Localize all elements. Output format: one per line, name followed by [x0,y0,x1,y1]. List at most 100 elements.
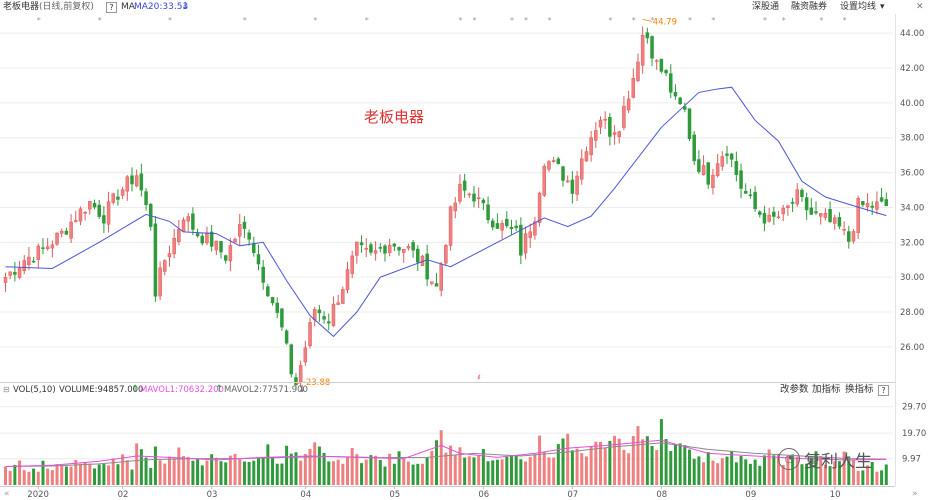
volume-bar[interactable] [205,460,209,485]
volume-bar[interactable] [200,465,204,485]
volume-bar[interactable] [608,440,612,485]
candle[interactable] [472,193,476,202]
candle[interactable] [167,253,172,258]
candle[interactable] [565,180,570,183]
volume-bar[interactable] [327,461,331,485]
volume-bar[interactable] [561,438,565,485]
volume-bar[interactable] [46,468,50,485]
volume-bar[interactable] [317,446,321,485]
candle[interactable] [462,180,467,191]
candle[interactable] [720,156,725,167]
candle[interactable] [294,377,298,386]
candle[interactable] [256,254,261,265]
volume-bars[interactable] [4,419,888,485]
candle[interactable] [505,218,509,227]
volume-bar[interactable] [139,449,143,485]
volume-bar[interactable] [613,435,617,485]
candle[interactable] [8,271,12,276]
candle[interactable] [406,246,411,249]
candle[interactable] [739,170,743,189]
candle[interactable] [818,213,823,217]
volume-bar[interactable] [135,443,139,485]
switch-indicator-button[interactable]: 换指标 [845,384,874,395]
volume-bar[interactable] [739,455,743,485]
volume-bar[interactable] [870,461,874,485]
volume-bar[interactable] [645,436,649,485]
volume-bar[interactable] [191,460,195,485]
candle[interactable] [748,194,753,197]
candle[interactable] [832,217,837,224]
volume-bar[interactable] [383,466,387,485]
volume-bar[interactable] [247,461,251,485]
candle[interactable] [622,105,626,128]
volume-bar[interactable] [509,455,513,485]
candle[interactable] [734,161,739,175]
volume-bar[interactable] [598,441,602,485]
volume-bar[interactable] [650,446,654,485]
candle[interactable] [809,207,814,215]
candle[interactable] [195,233,200,237]
candle[interactable] [842,229,846,231]
volume-bar[interactable] [55,464,59,485]
volume-bar[interactable] [866,465,870,485]
candle[interactable] [238,224,242,237]
volume-bar[interactable] [444,452,448,485]
volume-bar[interactable] [18,460,22,485]
candle[interactable] [762,213,767,224]
volume-bar[interactable] [655,450,659,485]
event-marker-icon[interactable]: * [473,16,477,25]
volume-bar[interactable] [364,459,368,485]
volume-bar[interactable] [631,436,635,485]
volume-bar[interactable] [617,438,621,485]
candle[interactable] [519,224,523,256]
candle[interactable] [875,201,879,210]
help-icon[interactable]: ? [878,385,889,396]
volume-bar[interactable] [823,464,827,485]
candle[interactable] [729,153,734,160]
candle[interactable] [514,225,518,229]
candle[interactable] [322,316,326,320]
candle[interactable] [767,214,771,222]
volume-bar[interactable] [809,457,813,485]
volume-bar[interactable] [402,458,406,485]
menu-margin-trading[interactable]: 融资融券 [791,2,828,12]
volume-bar[interactable] [378,459,382,485]
candle[interactable] [106,201,111,225]
candle[interactable] [612,132,617,135]
volume-bar[interactable] [186,456,190,485]
volume-bar[interactable] [720,458,724,485]
volume-bar[interactable] [767,449,771,485]
volume-bar[interactable] [734,462,738,485]
volume-bar[interactable] [842,451,846,485]
volume-bar[interactable] [22,470,26,485]
candle[interactable] [298,365,303,383]
candle[interactable] [617,131,621,138]
candle[interactable] [879,197,884,202]
volume-bar[interactable] [416,463,420,485]
candle[interactable] [55,232,59,245]
candle[interactable] [537,192,542,223]
event-marker-icon[interactable]: * [168,16,172,25]
volume-bar[interactable] [167,456,171,485]
volume-bar[interactable] [847,456,851,485]
candle[interactable] [261,266,265,283]
volume-bar[interactable] [83,462,87,485]
candle[interactable] [69,221,73,239]
candle[interactable] [341,289,345,304]
volume-bar[interactable] [336,459,340,485]
volume-bar[interactable] [346,456,350,485]
candle[interactable] [153,223,158,297]
event-marker-icon[interactable]: * [843,16,847,25]
volume-bar[interactable] [495,459,499,485]
candle[interactable] [430,281,434,284]
volume-bar[interactable] [406,461,410,485]
candle[interactable] [83,211,87,214]
volume-bar[interactable] [125,460,129,485]
volume-bar[interactable] [781,465,785,485]
candle[interactable] [41,247,45,249]
candle[interactable] [837,217,842,227]
close-icon[interactable]: ✕ [916,2,924,12]
candle[interactable] [289,344,294,375]
candle[interactable] [331,303,336,326]
candle[interactable] [711,174,715,188]
